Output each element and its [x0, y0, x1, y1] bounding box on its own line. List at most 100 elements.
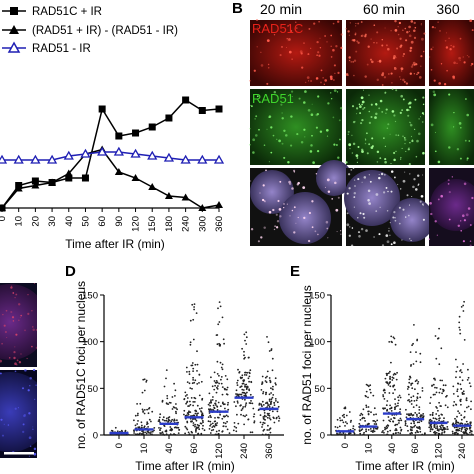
data-point — [182, 96, 190, 104]
panel-c-micrographs — [0, 283, 37, 458]
data-point — [266, 416, 269, 419]
data-point — [438, 414, 440, 417]
data-point — [435, 427, 437, 430]
data-point — [174, 426, 177, 429]
data-point — [385, 425, 388, 428]
data-point — [186, 428, 189, 431]
data-point — [269, 431, 272, 434]
data-point — [462, 363, 464, 365]
data-point — [186, 371, 188, 373]
data-point — [189, 400, 191, 403]
data-point — [336, 426, 339, 429]
legend-label: (RAD51 + IR) - (RAD51 - IR) — [32, 25, 178, 37]
data-point — [421, 390, 424, 392]
data-point — [253, 421, 256, 424]
data-point — [398, 422, 400, 424]
data-point — [391, 379, 394, 381]
x-tick-label: 240 — [181, 216, 192, 232]
data-point — [432, 411, 434, 414]
data-point — [393, 337, 396, 340]
data-point — [343, 416, 346, 419]
data-point — [219, 361, 222, 364]
data-point — [189, 319, 192, 322]
data-point — [394, 429, 397, 432]
data-point — [404, 420, 407, 422]
y-tick-label: 150 — [309, 291, 325, 302]
data-point — [175, 410, 177, 413]
data-point — [435, 413, 438, 415]
data-point — [192, 367, 195, 370]
data-point — [372, 394, 375, 397]
data-point — [268, 412, 270, 415]
data-point — [176, 408, 179, 411]
data-point — [189, 411, 192, 413]
data-point — [213, 154, 225, 164]
data-point — [222, 401, 224, 404]
data-point — [243, 350, 245, 353]
data-point — [210, 429, 213, 432]
time-header-20min: 20 min — [260, 1, 302, 17]
data-point — [221, 386, 224, 388]
data-point — [134, 424, 137, 427]
data-point — [342, 432, 345, 434]
data-point — [193, 306, 196, 308]
data-point — [373, 407, 376, 410]
data-point — [395, 405, 398, 408]
data-point — [201, 412, 204, 415]
data-point — [186, 401, 188, 404]
data-point — [341, 414, 344, 417]
data-point — [261, 423, 264, 426]
data-point — [436, 429, 439, 432]
data-point — [221, 430, 224, 433]
data-point — [165, 433, 168, 435]
data-point — [189, 343, 192, 346]
data-point — [237, 368, 239, 371]
x-tick-label: 40 — [164, 443, 175, 454]
data-point — [458, 326, 461, 329]
data-point — [227, 401, 230, 404]
data-point — [412, 363, 415, 365]
data-point — [430, 425, 433, 428]
data-point — [198, 107, 206, 114]
data-point — [270, 398, 273, 401]
data-point — [416, 382, 419, 385]
data-point — [184, 425, 187, 428]
data-point — [455, 370, 458, 373]
data-point — [412, 406, 415, 408]
data-point — [141, 391, 144, 394]
x-axis-label: Time after IR (min) — [355, 459, 455, 473]
data-point — [139, 432, 141, 435]
data-point — [395, 432, 397, 434]
data-point — [262, 421, 265, 424]
data-point — [240, 413, 242, 416]
data-point — [397, 399, 400, 402]
data-point — [139, 402, 142, 405]
data-point — [133, 429, 135, 432]
data-point — [407, 429, 409, 432]
data-point — [142, 433, 145, 435]
data-point — [435, 431, 438, 434]
data-point — [244, 392, 247, 395]
data-point — [195, 431, 197, 433]
data-point — [217, 401, 220, 404]
data-point — [198, 428, 201, 431]
data-point — [174, 395, 176, 397]
y-axis-label: no. of RAD51 foci per nucleus — [300, 285, 314, 444]
data-point — [359, 419, 362, 421]
data-point — [215, 391, 218, 394]
data-point — [336, 418, 339, 421]
data-point — [340, 433, 343, 436]
y-tick-label: 50 — [314, 384, 325, 395]
data-point — [249, 393, 252, 396]
data-point — [200, 407, 203, 409]
data-point — [167, 403, 170, 405]
data-point — [263, 412, 266, 414]
x-tick-label: 180 — [164, 216, 175, 232]
data-point — [211, 399, 214, 401]
data-point — [239, 386, 242, 388]
data-point — [137, 412, 139, 415]
data-point — [244, 371, 247, 374]
data-point — [463, 410, 466, 413]
data-point — [250, 381, 253, 384]
data-point — [455, 403, 457, 406]
